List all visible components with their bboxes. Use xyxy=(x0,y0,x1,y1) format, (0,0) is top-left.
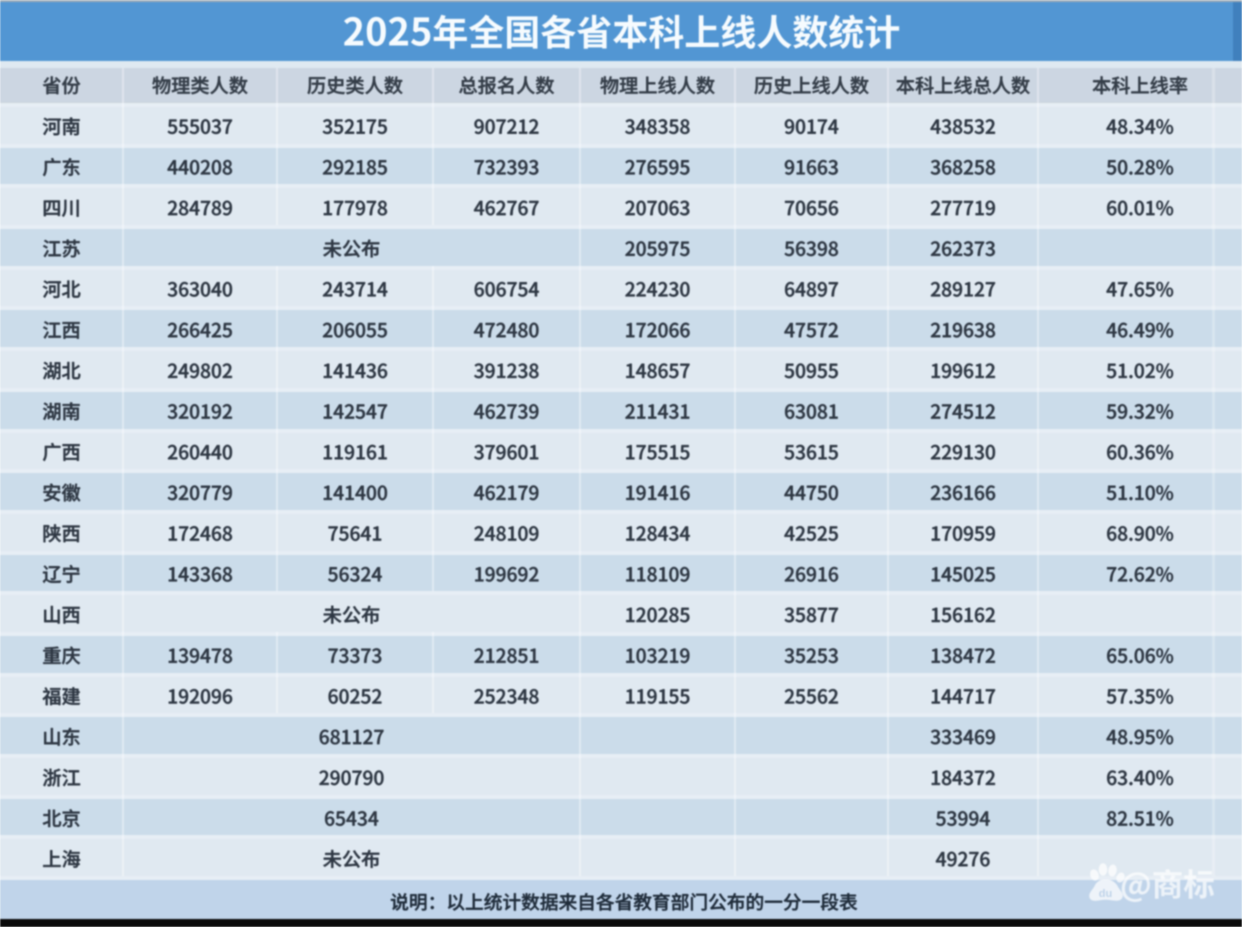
svg-text:du: du xyxy=(1099,888,1112,900)
